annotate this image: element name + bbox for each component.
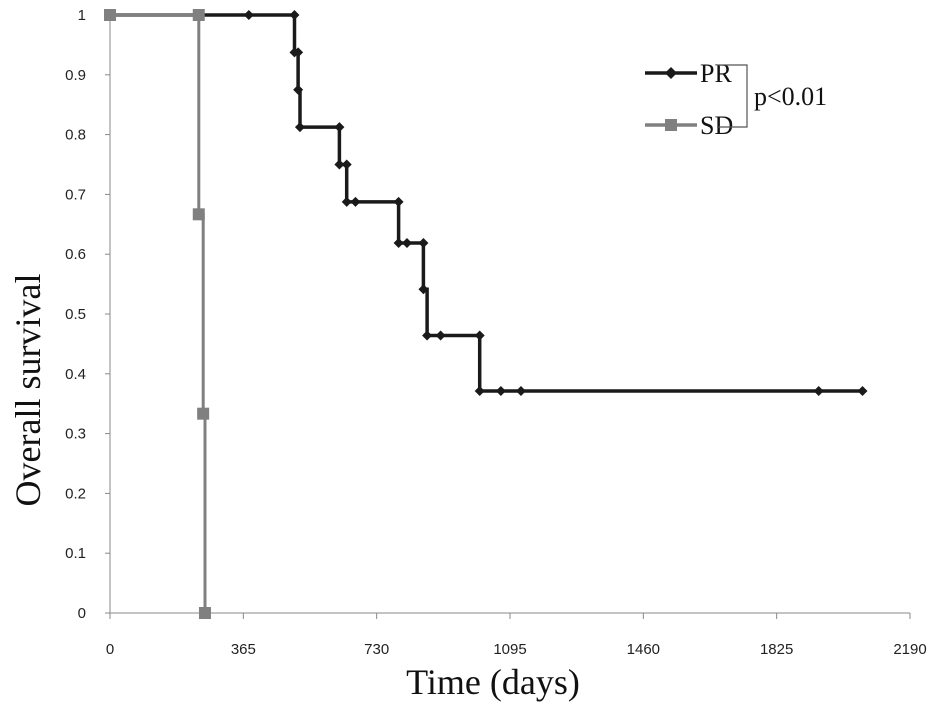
x-ticks: 0 365 730 1095 1460 1825 2190 xyxy=(106,613,927,658)
series-pr xyxy=(105,10,868,396)
series-sd-marker xyxy=(197,407,210,420)
series-pr-marker xyxy=(334,159,345,170)
x-tick-label: 2190 xyxy=(893,641,926,658)
x-tick-label: 1825 xyxy=(760,641,793,658)
x-axis-title: Time (days) xyxy=(406,662,580,702)
y-axis-title: Overall survival xyxy=(8,274,48,507)
series-pr-marker xyxy=(289,10,300,20)
y-tick-label: 0 xyxy=(78,605,86,622)
series-sd-marker xyxy=(104,9,116,21)
y-tick-label: 0.7 xyxy=(65,186,86,203)
legend-marker-sd xyxy=(665,119,677,131)
series-pr-marker xyxy=(418,284,429,295)
y-tick-label: 0.4 xyxy=(65,366,86,383)
series-pr-marker xyxy=(495,385,506,396)
series-pr-marker xyxy=(401,237,412,248)
series-sd-marker xyxy=(198,607,211,619)
series-sd-line xyxy=(110,13,207,613)
series-pr-marker xyxy=(341,159,352,170)
y-tick-label: 0.8 xyxy=(65,127,86,144)
x-tick-label: 730 xyxy=(364,641,389,658)
series-pr-marker xyxy=(422,330,433,341)
series-layer xyxy=(104,9,868,619)
series-sd xyxy=(104,9,211,619)
series-pr-marker xyxy=(293,47,304,58)
y-tick-label: 0.2 xyxy=(65,485,86,502)
x-tick-label: 0 xyxy=(106,641,114,658)
legend-label-pr: PR xyxy=(700,59,732,88)
series-pr-marker xyxy=(515,385,526,396)
series-pr-marker xyxy=(474,385,485,396)
series-pr-marker xyxy=(294,122,305,133)
y-tick-label: 0.1 xyxy=(65,545,86,562)
legend: PR SD p<0.01 xyxy=(645,59,827,140)
legend-label-sd: SD xyxy=(700,111,733,140)
series-pr-marker xyxy=(293,84,304,95)
series-pr-marker xyxy=(393,237,404,248)
y-tick-label: 0.6 xyxy=(65,246,86,263)
series-pr-marker xyxy=(857,385,868,396)
series-sd-marker xyxy=(192,208,205,221)
legend-marker-pr xyxy=(665,67,677,79)
series-pr-marker xyxy=(813,385,824,396)
series-pr-marker xyxy=(243,10,254,20)
y-tick-label: 0.3 xyxy=(65,426,86,443)
significance-bracket xyxy=(717,64,748,128)
series-pr-line xyxy=(110,13,863,393)
y-tick-label: 0.5 xyxy=(65,306,86,323)
x-tick-label: 1095 xyxy=(493,641,526,658)
series-pr-marker xyxy=(393,196,404,207)
y-tick-label: 1 xyxy=(78,7,86,24)
y-ticks: 0 0.1 0.2 0.3 0.4 0.5 0.6 0.7 0.8 0.9 1 xyxy=(65,7,110,622)
x-tick-label: 365 xyxy=(231,641,256,658)
series-sd-marker xyxy=(192,9,205,21)
y-tick-label: 0.9 xyxy=(65,67,86,84)
series-pr-marker xyxy=(474,330,485,341)
series-pr-marker xyxy=(350,196,361,207)
series-pr-marker xyxy=(418,237,429,248)
series-pr-marker xyxy=(341,196,352,207)
p-value-annotation: p<0.01 xyxy=(754,82,827,111)
series-pr-marker xyxy=(435,330,446,341)
x-tick-label: 1460 xyxy=(627,641,660,658)
series-pr-marker xyxy=(334,122,345,133)
